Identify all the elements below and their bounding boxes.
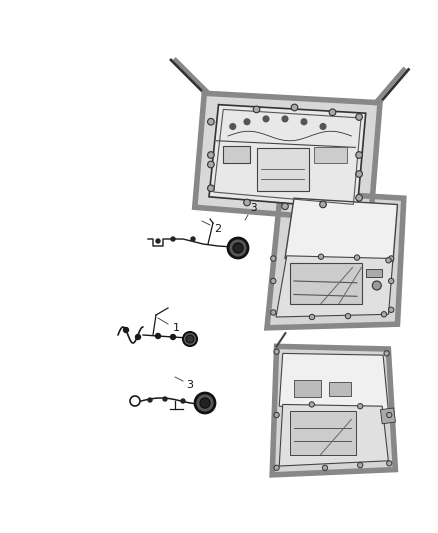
Circle shape (148, 398, 152, 402)
Circle shape (200, 398, 210, 408)
Circle shape (384, 351, 389, 356)
Circle shape (387, 461, 392, 466)
Polygon shape (276, 256, 393, 317)
Polygon shape (272, 346, 396, 475)
Circle shape (301, 119, 307, 125)
Circle shape (244, 199, 251, 206)
Circle shape (372, 281, 381, 290)
Circle shape (389, 256, 394, 261)
Bar (290, 410, 356, 455)
Circle shape (318, 254, 324, 260)
Polygon shape (381, 408, 396, 424)
Circle shape (263, 116, 269, 122)
Circle shape (155, 334, 160, 338)
Bar (223, 146, 250, 163)
Circle shape (271, 310, 276, 315)
Circle shape (282, 203, 288, 209)
Circle shape (274, 465, 279, 471)
Circle shape (386, 257, 391, 263)
Circle shape (387, 413, 392, 418)
Circle shape (191, 237, 195, 241)
Circle shape (228, 238, 248, 258)
Circle shape (381, 312, 387, 317)
Circle shape (208, 118, 214, 125)
Bar (314, 148, 347, 163)
Circle shape (195, 393, 215, 413)
Circle shape (291, 104, 298, 111)
Circle shape (244, 119, 250, 125)
Circle shape (156, 239, 160, 243)
Circle shape (253, 106, 260, 112)
Circle shape (208, 185, 214, 191)
Circle shape (186, 335, 194, 343)
Circle shape (345, 313, 351, 319)
Circle shape (320, 124, 326, 130)
Circle shape (354, 255, 360, 260)
Polygon shape (279, 405, 389, 466)
Circle shape (230, 124, 236, 130)
Polygon shape (279, 353, 389, 410)
Polygon shape (285, 198, 398, 261)
Circle shape (124, 327, 128, 333)
Circle shape (320, 201, 326, 208)
Polygon shape (209, 104, 366, 209)
Circle shape (309, 402, 314, 407)
Circle shape (233, 243, 243, 253)
Circle shape (357, 403, 363, 409)
Circle shape (183, 332, 197, 346)
Circle shape (356, 114, 362, 120)
Circle shape (274, 413, 279, 418)
Text: 2: 2 (215, 224, 222, 234)
Bar (366, 269, 382, 277)
Circle shape (329, 109, 336, 116)
Circle shape (208, 161, 214, 168)
Circle shape (309, 314, 314, 320)
Circle shape (389, 307, 394, 312)
Circle shape (356, 195, 362, 201)
Circle shape (271, 256, 276, 261)
Text: 3: 3 (187, 380, 194, 390)
Circle shape (357, 463, 363, 468)
Circle shape (171, 237, 175, 241)
Text: 3: 3 (250, 203, 256, 213)
Bar (329, 383, 351, 395)
Circle shape (274, 349, 279, 354)
Circle shape (389, 278, 394, 284)
Circle shape (271, 278, 276, 284)
Circle shape (135, 335, 141, 340)
Circle shape (170, 335, 176, 340)
Polygon shape (195, 93, 380, 222)
Circle shape (356, 152, 362, 158)
Circle shape (208, 152, 214, 158)
Circle shape (356, 171, 362, 177)
Circle shape (181, 399, 185, 403)
Polygon shape (267, 191, 404, 328)
Bar (294, 380, 321, 398)
Circle shape (282, 116, 288, 122)
Bar (290, 263, 361, 303)
Circle shape (163, 397, 167, 401)
Circle shape (322, 465, 328, 471)
Text: 1: 1 (173, 323, 180, 333)
Bar (257, 148, 309, 191)
